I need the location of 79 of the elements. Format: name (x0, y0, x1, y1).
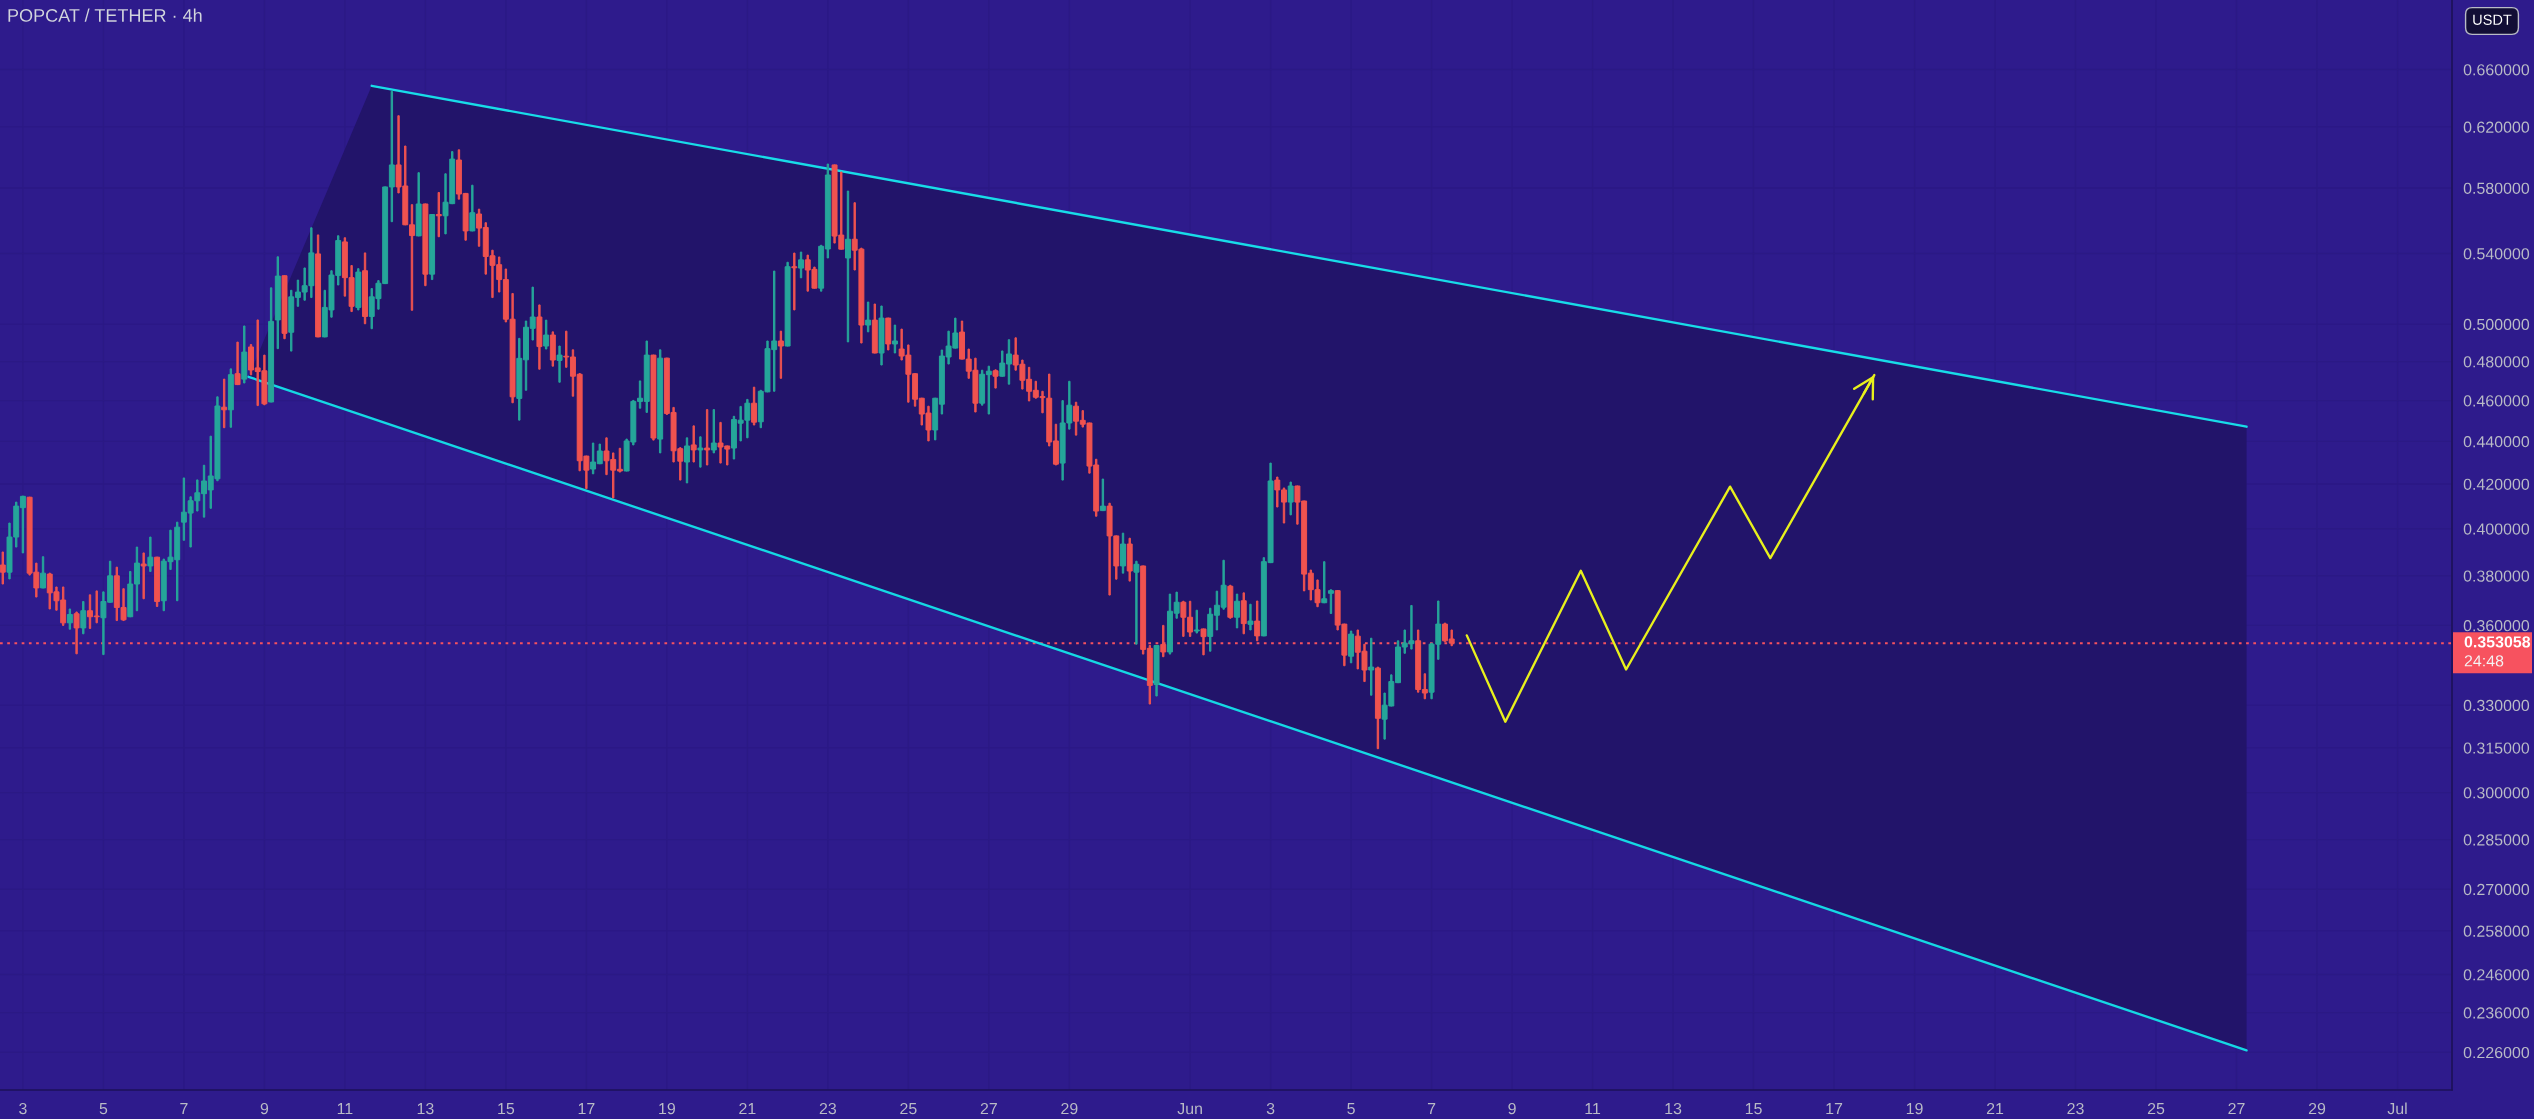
y-tick-label: 0.258000 (2463, 925, 2530, 937)
y-tick-label: 0.315000 (2463, 742, 2530, 754)
candlestick (992, 369, 999, 389)
x-tick-label: 17 (1826, 1103, 1843, 1115)
y-tick-label: 0.620000 (2463, 121, 2530, 133)
y-tick-label: 0.285000 (2463, 834, 2530, 846)
y-tick-label: 0.420000 (2463, 478, 2530, 490)
y-tick-label: 0.246000 (2463, 969, 2530, 981)
candlestick (690, 425, 697, 463)
y-tick-label: 0.400000 (2463, 523, 2530, 535)
candlestick (1368, 637, 1375, 696)
candlestick (1193, 609, 1200, 634)
candlestick (791, 252, 798, 311)
x-tick-label: 29 (1061, 1102, 1078, 1115)
text: 24:48 (2464, 655, 2504, 667)
ref-line-label: 0.353058 (2464, 636, 2531, 648)
x-tick-label: 5 (1347, 1103, 1355, 1115)
chart-title: POPCAT / TETHER · 4h (8, 8, 202, 22)
y-tick-label: 0.226000 (2463, 1046, 2530, 1059)
y-tick-label: 0.460000 (2463, 395, 2530, 407)
candlestick (0, 551, 6, 585)
candlestick (1133, 560, 1140, 645)
candlestick (469, 184, 476, 232)
x-tick-label: 15 (498, 1103, 515, 1115)
candlestick (536, 304, 543, 370)
x-tick-label: 21 (1986, 1102, 2004, 1115)
x-tick-label: 17 (578, 1103, 595, 1115)
candlestick (1200, 628, 1207, 656)
x-tick-label: 3 (1266, 1102, 1275, 1115)
x-tick-label: 13 (1665, 1102, 1682, 1115)
y-tick-label: 0.360000 (2463, 620, 2530, 632)
x-tick-label: 21 (739, 1102, 756, 1115)
x-tick-label: 23 (819, 1102, 837, 1115)
y-tick-label: 0.270000 (2463, 883, 2530, 896)
candlestick (1247, 603, 1254, 631)
y-tick-label: 0.500000 (2463, 318, 2530, 331)
x-tick-label: 11 (1585, 1103, 1601, 1115)
y-tick-label: 0.540000 (2463, 248, 2530, 260)
candlestick (234, 341, 241, 386)
x-tick-label: 7 (180, 1103, 188, 1115)
x-tick-label: 5 (99, 1103, 108, 1115)
x-tick-label: 11 (337, 1103, 353, 1115)
y-axis-title: USDT (2473, 14, 2512, 25)
candlestick (73, 611, 80, 655)
x-tick-label: 7 (1427, 1103, 1436, 1115)
x-tick-label: 27 (2228, 1102, 2245, 1115)
x-tick-label: 15 (1745, 1103, 1762, 1115)
candlestick (556, 345, 563, 383)
x-tick-label: 25 (2147, 1102, 2165, 1115)
x-tick-label: Jul (2387, 1102, 2407, 1115)
x-tick-label: Jun (1177, 1103, 1202, 1115)
x-tick-label: 23 (2067, 1102, 2084, 1115)
y-tick-label: 0.236000 (2463, 1007, 2530, 1019)
y-tick-label: 0.580000 (2463, 182, 2530, 194)
candlestick (1321, 561, 1328, 604)
candlestick (697, 436, 704, 468)
y-tick-label: 0.300000 (2463, 787, 2530, 799)
y-tick-label: 0.480000 (2463, 356, 2530, 368)
candlestick (1254, 600, 1261, 642)
y-tick-label: 0.330000 (2463, 699, 2530, 712)
candlestick (147, 536, 154, 572)
x-tick-label: 27 (980, 1102, 997, 1115)
candlestick (878, 305, 885, 366)
y-tick-label: 0.440000 (2463, 436, 2530, 448)
candlestick (435, 191, 442, 238)
y-tick-label: 0.660000 (2463, 64, 2530, 76)
x-tick-label: 25 (900, 1102, 917, 1115)
x-tick-label: 9 (1508, 1102, 1516, 1115)
x-tick-label: 29 (2308, 1102, 2326, 1115)
candlestick (140, 552, 147, 600)
x-tick-label: 19 (1906, 1102, 1923, 1115)
x-tick-label: 9 (260, 1102, 269, 1115)
x-tick-label: 13 (417, 1102, 434, 1115)
x-tick-label: 3 (19, 1102, 27, 1115)
candlestick (710, 409, 717, 454)
candlestick (221, 378, 228, 429)
candlestick (1160, 624, 1167, 658)
x-tick-label: 19 (659, 1102, 675, 1115)
y-tick-label: 0.380000 (2463, 570, 2530, 582)
